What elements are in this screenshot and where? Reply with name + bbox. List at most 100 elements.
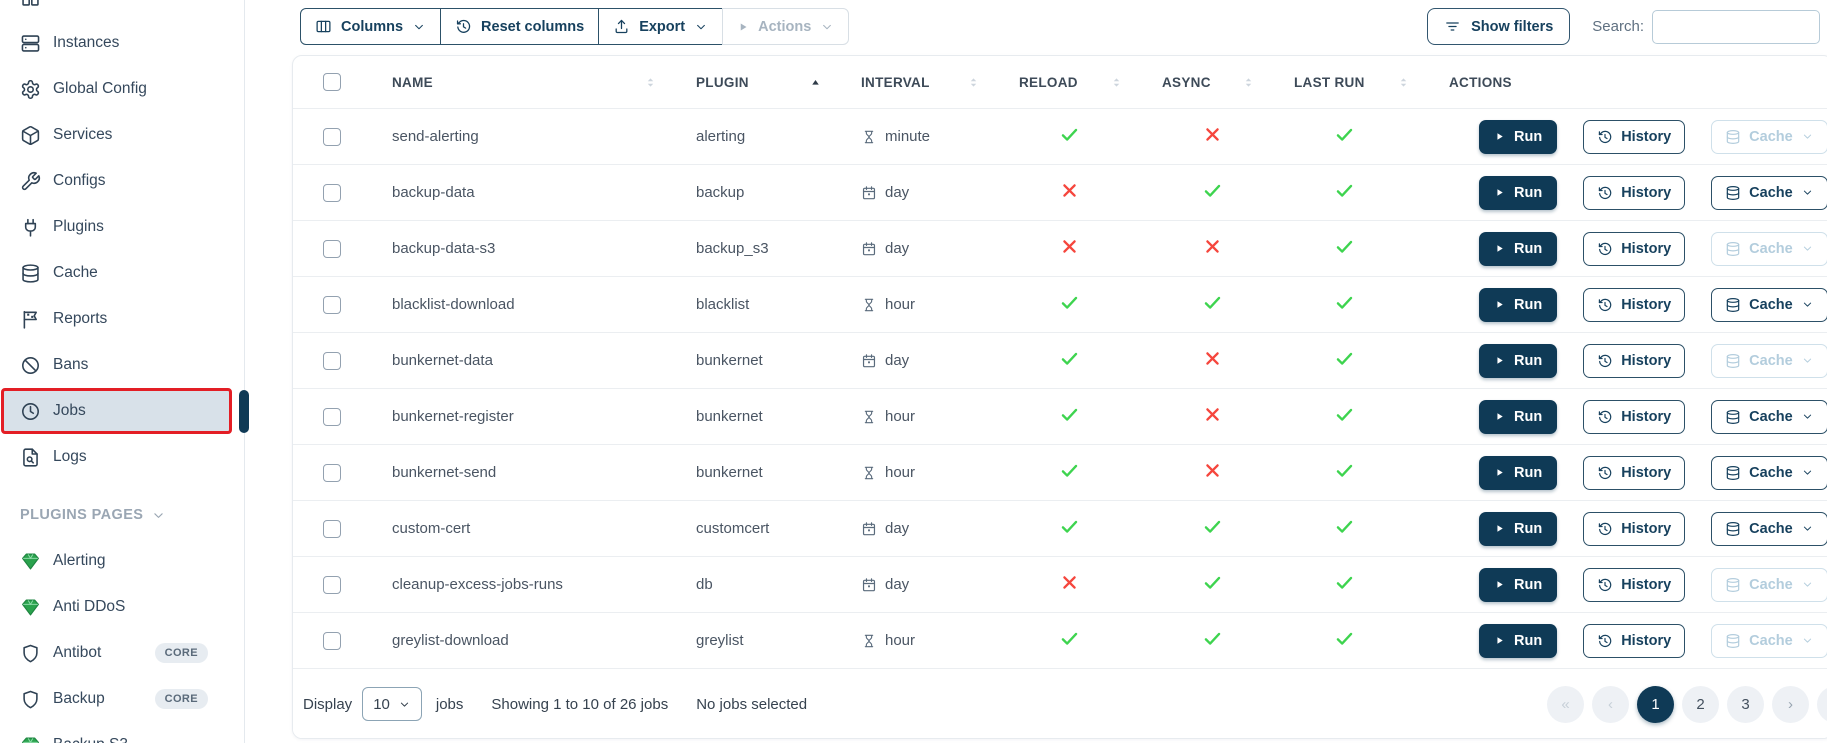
row-checkbox[interactable] [323,407,341,426]
plugins-pages-header[interactable]: PLUGINS PAGES [0,492,244,538]
columns-button[interactable]: Columns [300,8,442,45]
run-button[interactable]: Run [1479,623,1558,658]
history-icon [1597,521,1613,537]
run-button[interactable]: Run [1479,567,1558,602]
sidebar-item-logs[interactable]: Logs [0,434,244,480]
chevron-down-icon [1801,410,1814,423]
async-status-cell [1162,236,1294,261]
run-button[interactable]: Run [1479,455,1558,490]
select-all-cell [293,73,392,91]
sidebar-item-configs[interactable]: Configs [0,158,244,204]
cache-button[interactable]: Cache [1711,455,1827,490]
sidebar-item-services[interactable]: Services [0,112,244,158]
history-button[interactable]: History [1583,399,1686,434]
run-button[interactable]: Run [1479,119,1558,154]
last-run-status-cell [1294,404,1449,429]
sidebar-item-bans[interactable]: Bans [0,342,244,388]
history-button[interactable]: History [1583,623,1686,658]
sidebar-item-alerting[interactable]: Alerting [0,538,244,584]
sidebar-item-label: Alerting [53,552,106,569]
columns-icon [315,18,332,35]
async-status-cell [1162,180,1294,205]
column-header-last-run[interactable]: LAST RUN [1294,75,1449,90]
sidebar: Instances Global Config Services Configs… [0,0,245,743]
run-button[interactable]: Run [1479,231,1558,266]
calendar-icon [861,521,877,537]
check-icon [1059,628,1080,649]
cache-button[interactable]: Cache [1711,175,1827,210]
history-button[interactable]: History [1583,175,1686,210]
filter-lines-icon [1444,18,1461,35]
table-row-backup-data: backup-data backup day Run History Cache [293,164,1827,220]
page-button-1[interactable]: 1 [1637,685,1674,723]
select-all-checkbox[interactable] [323,73,341,91]
job-name-cell: bunkernet-register [392,408,514,425]
cache-button: Cache [1711,231,1827,266]
check-icon [1059,404,1080,425]
run-button[interactable]: Run [1479,287,1558,322]
reset-columns-button[interactable]: Reset columns [440,8,600,45]
sidebar-item-label: Logs [53,448,87,465]
sidebar-item-instances[interactable]: Instances [0,20,244,66]
history-button[interactable]: History [1583,343,1686,378]
sidebar-item-antibot[interactable]: Antibot CORE [0,630,244,676]
run-button[interactable]: Run [1479,343,1558,378]
chevron-down-icon [1801,186,1814,199]
plugins-pages-label: PLUGINS PAGES [20,507,144,523]
chevron-down-icon [398,698,411,711]
per-page-select[interactable]: 10 [362,687,422,721]
reload-status-cell [1019,460,1162,485]
row-checkbox[interactable] [323,519,341,538]
show-filters-button[interactable]: Show filters [1427,8,1571,45]
history-button[interactable]: History [1583,119,1686,154]
sidebar-item-anti-ddos[interactable]: Anti DDoS [0,584,244,630]
run-button[interactable]: Run [1479,175,1558,210]
page-button-2[interactable]: 2 [1682,685,1719,723]
job-plugin-cell: backup_s3 [696,240,769,257]
history-button[interactable]: History [1583,287,1686,322]
export-button[interactable]: Export [598,8,724,45]
play-icon [1494,523,1505,534]
run-button[interactable]: Run [1479,399,1558,434]
sidebar-item-partial[interactable] [0,0,244,20]
sidebar-item-backup[interactable]: Backup CORE [0,676,244,722]
sidebar-item-global-config[interactable]: Global Config [0,66,244,112]
column-header-plugin[interactable]: PLUGIN [696,75,861,90]
row-checkbox[interactable] [323,575,341,594]
row-checkbox[interactable] [323,239,341,258]
sidebar-item-jobs[interactable]: Jobs [1,388,232,434]
row-checkbox[interactable] [323,351,341,370]
column-header-async[interactable]: ASYNC [1162,75,1294,90]
sidebar-item-cache[interactable]: Cache [0,250,244,296]
row-checkbox[interactable] [323,631,341,650]
column-header-reload[interactable]: RELOAD [1019,75,1162,90]
next-page-button[interactable]: › [1772,685,1809,723]
row-checkbox[interactable] [323,463,341,482]
row-checkbox[interactable] [323,295,341,314]
column-header-name[interactable]: NAME [392,75,696,90]
job-interval-cell: day [861,520,1019,537]
sidebar-item-backup-s3[interactable]: Backup S3 [0,722,244,743]
last-run-status-cell [1294,516,1449,541]
column-header-interval[interactable]: INTERVAL [861,75,1019,90]
history-button[interactable]: History [1583,231,1686,266]
database-icon [1725,129,1741,145]
row-checkbox[interactable] [323,127,341,146]
history-button[interactable]: History [1583,455,1686,490]
cross-icon [1059,180,1080,201]
last-page-button[interactable]: » [1817,685,1827,723]
search-input[interactable] [1652,9,1820,44]
sidebar-item-plugins[interactable]: Plugins [0,204,244,250]
row-actions-cell: Run History Cache [1449,231,1827,266]
cache-button[interactable]: Cache [1711,287,1827,322]
row-checkbox[interactable] [323,183,341,202]
cache-button[interactable]: Cache [1711,511,1827,546]
history-button[interactable]: History [1583,511,1686,546]
sidebar-item-reports[interactable]: Reports [0,296,244,342]
history-button[interactable]: History [1583,567,1686,602]
check-icon [1334,180,1355,201]
run-button[interactable]: Run [1479,511,1558,546]
cache-button[interactable]: Cache [1711,399,1827,434]
page-button-3[interactable]: 3 [1727,685,1764,723]
check-icon [1334,404,1355,425]
